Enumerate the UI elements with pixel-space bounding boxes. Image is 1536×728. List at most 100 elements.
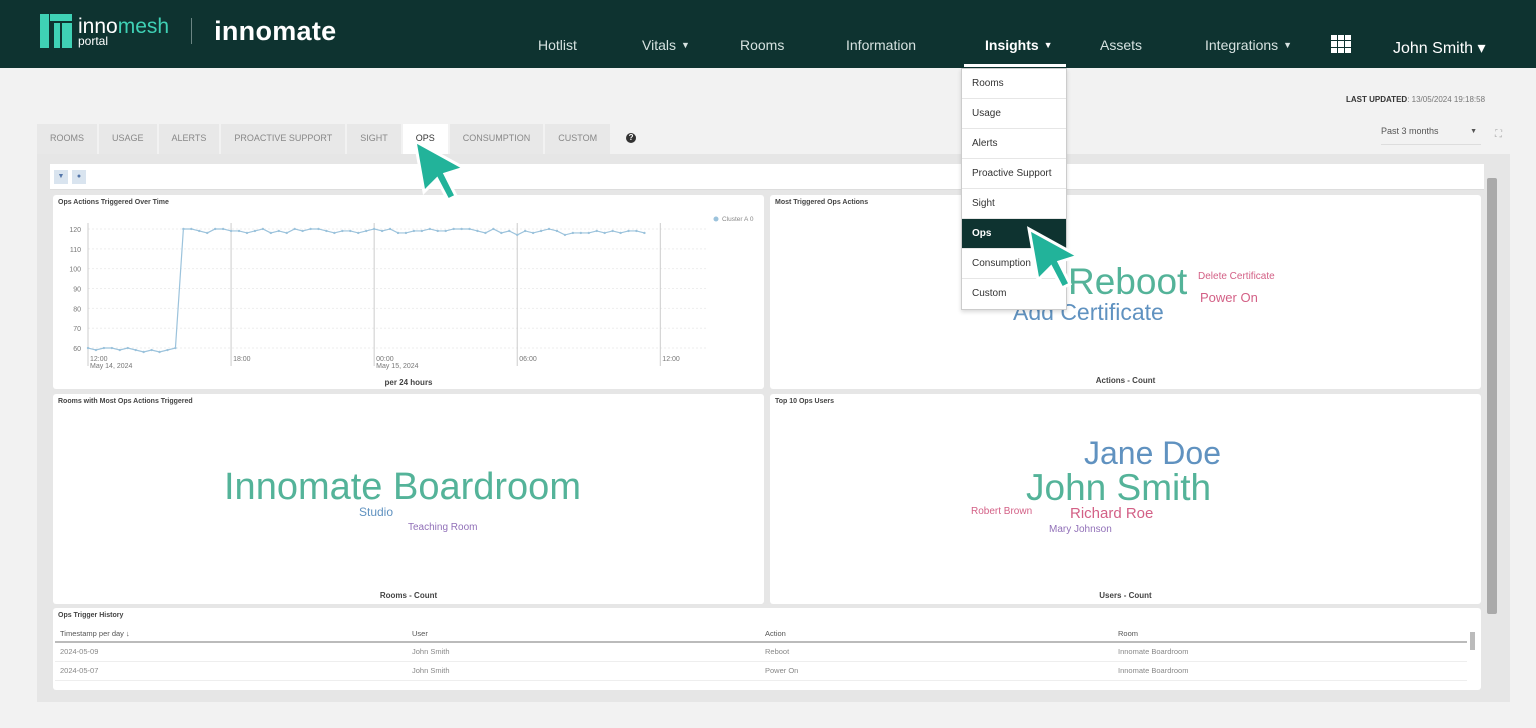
nav-hotlist[interactable]: Hotlist xyxy=(538,37,577,53)
word-reboot[interactable]: Reboot xyxy=(1068,261,1188,302)
nav-label: Vitals xyxy=(642,37,676,53)
y-tick-label: 70 xyxy=(73,326,81,333)
data-point xyxy=(627,229,630,233)
time-range-value: Past 3 months xyxy=(1381,126,1439,136)
tab-sight[interactable]: SIGHT xyxy=(347,124,403,154)
data-point xyxy=(500,231,503,235)
data-point xyxy=(587,231,590,235)
data-point xyxy=(492,227,495,231)
column-header-room[interactable]: Room xyxy=(1113,626,1467,643)
data-point xyxy=(611,229,614,233)
column-header-user[interactable]: User xyxy=(407,626,760,643)
nav-assets[interactable]: Assets xyxy=(1100,37,1142,53)
tab-alerts[interactable]: ALERTS xyxy=(158,124,222,154)
fullscreen-icon[interactable]: ⛶ xyxy=(1495,129,1502,140)
caret-down-icon: ▼ xyxy=(1283,40,1293,50)
data-point xyxy=(325,229,328,233)
data-point xyxy=(253,229,257,233)
data-point xyxy=(619,231,622,235)
nav-insights[interactable]: Insights ▼ xyxy=(985,37,1053,53)
word-robert-brown[interactable]: Robert Brown xyxy=(971,506,1033,517)
actions-cloud-card: Most Triggered Ops Actions Reboot Add Ce… xyxy=(770,195,1481,389)
menu-item-custom[interactable]: Custom xyxy=(972,288,1007,299)
data-point xyxy=(563,233,567,237)
data-point xyxy=(110,346,114,350)
history-table: Timestamp per day ↓ User Action Room 202… xyxy=(55,626,1467,681)
history-card: Ops Trigger History Timestamp per day ↓ … xyxy=(53,608,1481,690)
nav-integrations[interactable]: Integrations ▼ xyxy=(1205,37,1292,53)
data-point xyxy=(221,227,225,231)
filter-icon[interactable]: ▼ xyxy=(54,170,68,184)
data-point xyxy=(523,229,527,233)
time-range-select[interactable]: Past 3 months ▼ xyxy=(1381,126,1481,145)
menu-item-consumption[interactable]: Consumption xyxy=(962,249,1066,279)
rooms-cloud-card: Rooms with Most Ops Actions Triggered In… xyxy=(53,394,764,604)
filter-bar: ▼ ● xyxy=(50,164,1484,190)
data-point xyxy=(229,229,233,233)
word-teaching-room[interactable]: Teaching Room xyxy=(408,522,478,533)
page-scrollbar[interactable] xyxy=(1487,178,1497,614)
caret-down-icon: ▼ xyxy=(680,40,690,50)
word-mary-johnson[interactable]: Mary Johnson xyxy=(1049,524,1112,535)
tab-usage[interactable]: USAGE xyxy=(99,124,159,154)
data-point xyxy=(134,348,137,352)
nav-rooms[interactable]: Rooms xyxy=(740,37,784,53)
y-tick-label: 120 xyxy=(69,227,81,234)
info-icon[interactable]: ● xyxy=(72,170,86,184)
tab-consumption[interactable]: CONSUMPTION xyxy=(449,124,546,154)
tab-custom[interactable]: CUSTOM xyxy=(545,124,613,154)
menu-item-usage[interactable]: Usage xyxy=(962,99,1066,129)
card-footer: Users - Count xyxy=(1099,591,1152,600)
tab-rooms[interactable]: ROOMS xyxy=(37,124,100,154)
card-title: Most Triggered Ops Actions xyxy=(775,199,869,206)
data-point xyxy=(595,229,598,233)
legend-marker xyxy=(713,216,719,222)
data-point xyxy=(452,227,455,231)
user-menu[interactable]: John Smith ▾ xyxy=(1393,40,1486,57)
data-point xyxy=(333,231,336,235)
table-row[interactable]: 2024-05-09 John Smith Reboot Innomate Board… xyxy=(55,642,1467,662)
nav-vitals[interactable]: Vitals ▼ xyxy=(642,37,690,53)
word-jane-doe[interactable]: Jane Doe xyxy=(1084,435,1221,471)
logo-subtext: portal xyxy=(78,33,109,48)
data-point xyxy=(372,227,376,231)
data-point xyxy=(579,231,583,235)
word-richard-roe[interactable]: Richard Roe xyxy=(1070,505,1154,522)
menu-item-sight[interactable]: Sight xyxy=(962,189,1066,219)
help-icon[interactable]: ? xyxy=(626,133,637,143)
menu-item-rooms[interactable]: Rooms xyxy=(962,69,1066,99)
card-title: Rooms with Most Ops Actions Triggered xyxy=(58,398,193,405)
data-point xyxy=(237,229,241,233)
data-point xyxy=(190,227,193,231)
word-power-on[interactable]: Power On xyxy=(1200,290,1258,305)
data-point xyxy=(404,231,408,235)
column-header-timestamp[interactable]: Timestamp per day ↓ xyxy=(55,626,407,643)
nav-information[interactable]: Information xyxy=(846,37,916,53)
grid-icon[interactable] xyxy=(1331,35,1351,53)
data-point xyxy=(285,231,288,235)
table-row[interactable]: 2024-05-07 John Smith Power On Innomate Boa… xyxy=(55,661,1467,681)
cell-action: Power On xyxy=(760,661,1113,681)
x-tick-label: 12:00 xyxy=(662,356,680,363)
word-john-smith[interactable]: John Smith xyxy=(1026,467,1212,508)
innomesh-logo[interactable]: innomesh portal innomate xyxy=(40,14,336,48)
menu-item-alerts[interactable]: Alerts xyxy=(962,129,1066,159)
data-point xyxy=(380,229,384,233)
tab-proactive-support[interactable]: PROACTIVE SUPPORT xyxy=(221,124,348,154)
menu-item-proactive-support[interactable]: Proactive Support xyxy=(962,159,1066,189)
card-title: Top 10 Ops Users xyxy=(775,398,835,405)
table-scrollbar[interactable] xyxy=(1470,632,1475,650)
data-point xyxy=(436,229,439,233)
data-point xyxy=(428,227,431,231)
data-point xyxy=(476,229,479,233)
word-delete-certificate[interactable]: Delete Certificate xyxy=(1198,271,1275,282)
data-point xyxy=(94,348,98,352)
insights-tabs: ROOMS USAGE ALERTS PROACTIVE SUPPORT SIG… xyxy=(37,124,650,154)
column-header-action[interactable]: Action xyxy=(760,626,1113,643)
x-tick-label: 06:00 xyxy=(519,356,537,363)
nav-label: Hotlist xyxy=(538,37,577,53)
data-point xyxy=(388,227,392,231)
word-studio[interactable]: Studio xyxy=(359,505,394,519)
word-innomate-boardroom[interactable]: Innomate Boardroom xyxy=(224,466,581,508)
